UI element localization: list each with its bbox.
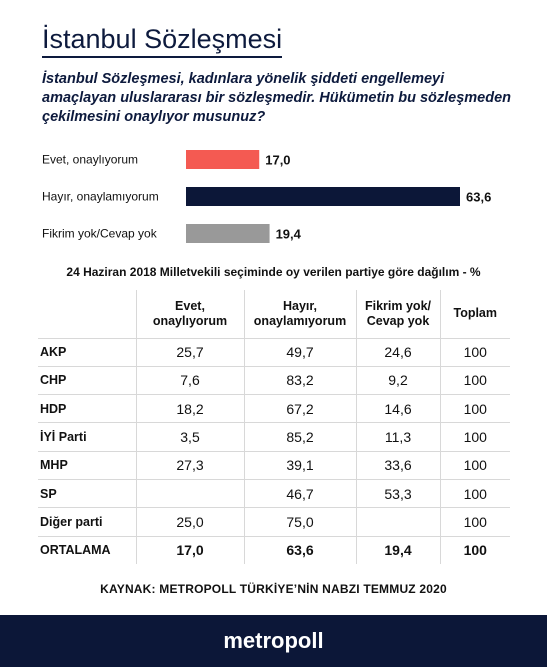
table-cell: 25,0 bbox=[136, 507, 245, 537]
table-header-row: Evet, onaylıyorum Hayır, onaylamıyorum Fik… bbox=[38, 290, 510, 339]
table-row: İYİ Parti 3,5 85,2 11,3 100 bbox=[38, 422, 510, 452]
column-header bbox=[38, 290, 137, 339]
breakdown-table: Evet, onaylıyorum Hayır, onaylamıyorum Fik… bbox=[38, 290, 510, 565]
table-cell: 67,2 bbox=[244, 394, 357, 424]
table-cell: 100 bbox=[440, 507, 510, 537]
bar-category-label: Evet, onaylıyorum bbox=[42, 153, 138, 167]
table-cell: 39,1 bbox=[244, 451, 357, 480]
table-subtitle: 24 Haziran 2018 Milletvekili seçiminde o… bbox=[66, 265, 481, 279]
party-name: SP bbox=[38, 479, 137, 509]
table-cell: 33,6 bbox=[356, 451, 441, 480]
bar-category-label: Hayır, onaylamıyorum bbox=[42, 190, 159, 204]
table-row: Diğer parti 25,0 75,0 100 bbox=[38, 507, 510, 537]
bar-category-label: Fikrim yok/Cevap yok bbox=[42, 227, 158, 241]
party-name: HDP bbox=[38, 394, 137, 424]
table-cell: 75,0 bbox=[244, 507, 357, 537]
table-cell: 49,7 bbox=[244, 338, 357, 367]
bar-value-label: 63,6 bbox=[466, 190, 491, 205]
table-cell: 100 bbox=[463, 542, 487, 559]
table-row: HDP 18,2 67,2 14,6 100 bbox=[38, 394, 510, 424]
table-cell: 100 bbox=[440, 479, 510, 509]
party-name: İYİ Parti bbox=[38, 422, 137, 452]
column-header: Evet, onaylıyorum bbox=[136, 290, 245, 339]
table-row: SP 46,7 53,3 100 bbox=[38, 479, 510, 509]
table-cell: 9,2 bbox=[356, 366, 441, 396]
table-cell: 85,2 bbox=[244, 422, 357, 452]
bar-value-label: 17,0 bbox=[265, 153, 290, 168]
bar-chart: Evet, onaylıyorum 17,0 Hayır, onaylamıyoru… bbox=[42, 150, 491, 243]
bar bbox=[186, 150, 260, 169]
table-cell: 25,7 bbox=[136, 338, 245, 367]
table-cell: 27,3 bbox=[136, 451, 245, 480]
average-row: ORTALAMA 17,0 63,6 19,4 100 bbox=[38, 536, 510, 565]
table-cell: 14,6 bbox=[356, 394, 441, 424]
party-name: CHP bbox=[38, 366, 137, 396]
table-cell: 100 bbox=[440, 338, 510, 367]
party-name: MHP bbox=[38, 451, 137, 480]
source-note: KAYNAK: METROPOLL TÜRKİYE’NİN NABZI TEMM… bbox=[100, 582, 447, 596]
party-name: Diğer parti bbox=[38, 507, 137, 537]
table-cell: 11,3 bbox=[356, 422, 441, 452]
table-cell: 24,6 bbox=[356, 338, 441, 367]
bar bbox=[186, 224, 270, 243]
footer-brand: metropoll bbox=[0, 615, 547, 667]
bar-value-label: 19,4 bbox=[276, 227, 302, 242]
page-title: İstanbul Sözleşmesi bbox=[42, 22, 283, 58]
party-name: AKP bbox=[38, 338, 137, 367]
table-cell: 17,0 bbox=[136, 536, 245, 565]
table-cell: 100 bbox=[440, 366, 510, 396]
table-row: AKP 25,7 49,7 24,6 100 bbox=[38, 338, 510, 367]
column-header: Hayır, onaylamıyorum bbox=[244, 290, 357, 339]
table-body: AKP 25,7 49,7 24,6 100 CHP 7,6 83,2 9,2 100 HDP 18,… bbox=[38, 338, 510, 565]
table-cell: 46,7 bbox=[244, 479, 357, 509]
table-cell: 53,3 bbox=[356, 479, 441, 509]
table-cell: 7,6 bbox=[136, 366, 245, 396]
column-header: Toplam bbox=[440, 290, 510, 339]
table-row: MHP 27,3 39,1 33,6 100 bbox=[38, 451, 510, 480]
table-cell: 100 bbox=[440, 422, 510, 452]
table-cell: 83,2 bbox=[244, 366, 357, 396]
table-cell bbox=[356, 507, 441, 537]
table-cell: 18,2 bbox=[136, 394, 245, 424]
table-cell: 100 bbox=[440, 451, 510, 480]
bar bbox=[186, 187, 460, 206]
column-header: Fikrim yok/ Cevap yok bbox=[356, 290, 441, 339]
party-name: ORTALAMA bbox=[38, 536, 137, 565]
survey-question: İstanbul Sözleşmesi, kadınlara yönelik ş… bbox=[42, 71, 512, 125]
table-cell: 3,5 bbox=[136, 422, 245, 452]
table-cell: 63,6 bbox=[244, 536, 357, 565]
table-cell: 100 bbox=[440, 394, 510, 424]
table-cell bbox=[136, 479, 245, 509]
table-row: CHP 7,6 83,2 9,2 100 bbox=[38, 366, 510, 396]
table-cell: 19,4 bbox=[356, 536, 441, 565]
